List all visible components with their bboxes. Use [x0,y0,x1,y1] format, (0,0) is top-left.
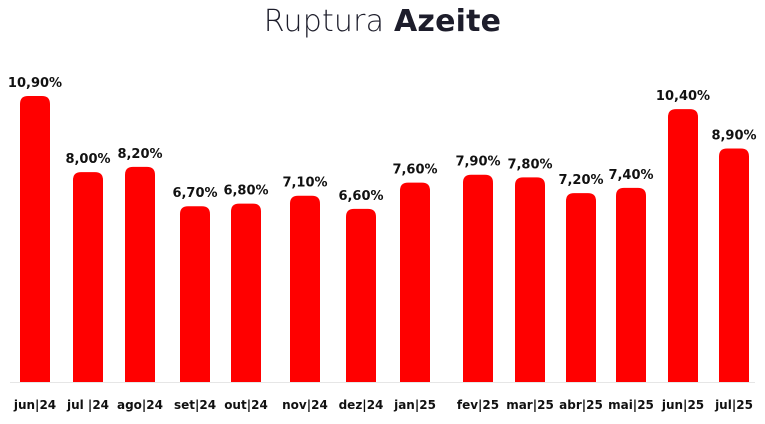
category-label-10: abr|25 [559,398,603,412]
value-label-3: 6,70% [172,186,217,201]
bar-7 [400,182,430,382]
value-label-1: 8,00% [65,152,110,167]
chart-title: Ruptura Azeite [0,4,765,39]
value-label-8: 7,90% [455,155,500,170]
category-label-13: jul|25 [714,398,753,412]
bar-9 [515,177,545,382]
bar-6 [346,208,376,382]
category-label-0: jun|24 [13,398,56,412]
category-label-7: jan|25 [393,398,436,412]
bar-3 [180,206,210,382]
bar-2 [125,166,155,382]
value-label-4: 6,80% [223,184,268,199]
category-label-12: jun|25 [661,398,704,412]
value-label-11: 7,40% [608,168,653,183]
value-label-13: 8,90% [711,128,756,143]
category-label-11: mai|25 [608,398,654,412]
bar-4 [231,203,261,382]
value-label-5: 7,10% [282,176,327,191]
category-label-3: set|24 [174,398,216,412]
value-label-6: 6,60% [338,189,383,204]
bar-8 [463,174,493,382]
bar-10 [566,193,596,382]
value-label-12: 10,40% [656,89,710,104]
value-label-2: 8,20% [117,147,162,162]
value-label-0: 10,90% [8,76,62,91]
category-label-9: mar|25 [506,398,554,412]
category-label-1: jul |24 [66,398,109,412]
category-label-4: out|24 [224,398,268,412]
chart-title-regular: Ruptura [263,4,385,39]
value-label-9: 7,80% [507,157,552,172]
value-label-7: 7,60% [392,163,437,178]
bar-5 [290,195,320,382]
category-label-8: fev|25 [457,398,499,412]
value-label-10: 7,20% [558,173,603,188]
category-label-5: nov|24 [282,398,328,412]
bar-0 [20,96,50,382]
bar-11 [616,187,646,382]
bar-12 [668,109,698,382]
bar-1 [73,172,103,382]
chart-title-bold: Azeite [394,4,502,39]
category-label-2: ago|24 [117,398,163,412]
bar-13 [719,148,749,382]
category-label-6: dez|24 [339,398,384,412]
